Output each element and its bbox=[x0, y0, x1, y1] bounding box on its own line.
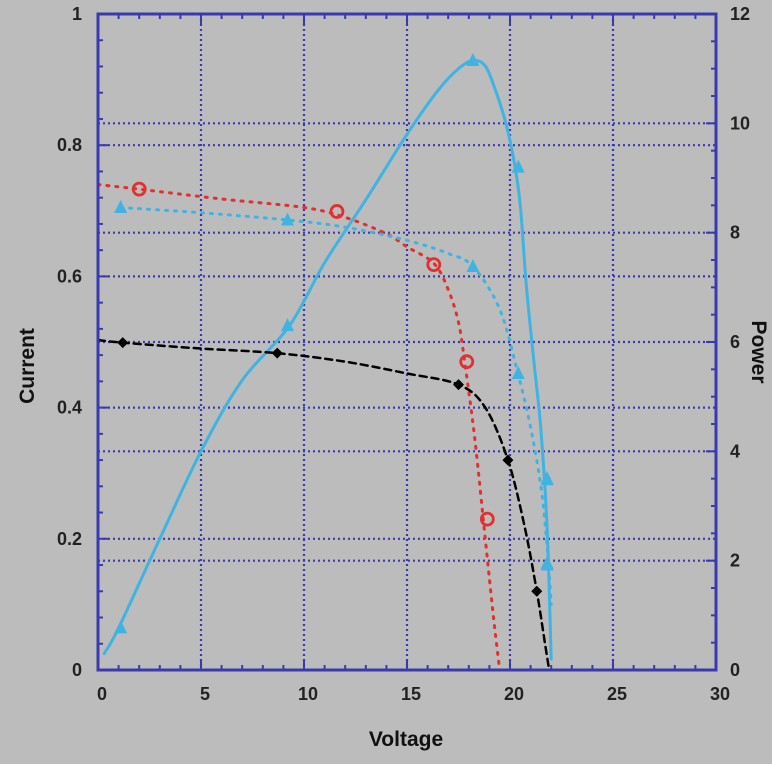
x-tick-label: 5 bbox=[200, 684, 210, 704]
data-point-current_c bbox=[117, 337, 129, 349]
x-axis-title: Voltage bbox=[369, 728, 443, 751]
y-tick-label: 0 bbox=[72, 660, 82, 680]
x-tick-label: 10 bbox=[298, 684, 318, 704]
data-point-current_b bbox=[540, 472, 554, 486]
data-point-power bbox=[466, 52, 480, 66]
series-curves bbox=[96, 58, 553, 672]
y2-tick-label: 6 bbox=[730, 332, 740, 352]
y2-tick-label: 12 bbox=[730, 4, 750, 24]
series-line-power bbox=[102, 58, 553, 661]
data-point-current_b bbox=[540, 557, 554, 571]
y-tick-label: 0.6 bbox=[57, 266, 82, 286]
data-point-current_a bbox=[426, 257, 442, 272]
data-point-current_b bbox=[511, 365, 525, 379]
x-tick-label: 30 bbox=[710, 684, 730, 704]
y-tick-labels: 0 0.2 0.4 0.6 0.8 1 bbox=[57, 4, 82, 680]
x-tick-label: 0 bbox=[97, 684, 107, 704]
data-point-current_b bbox=[281, 212, 295, 226]
y-tick-label: 0.2 bbox=[57, 529, 82, 549]
y2-axis-title: Power bbox=[747, 320, 770, 383]
x-tick-label: 20 bbox=[504, 684, 524, 704]
data-point-current_c bbox=[453, 379, 464, 391]
x-tick-labels: 0 5 10 15 20 25 30 bbox=[97, 684, 730, 704]
x-tick-label: 15 bbox=[401, 684, 421, 704]
data-point-current_a bbox=[131, 181, 147, 197]
data-point-power bbox=[281, 318, 295, 332]
data-point-current_a bbox=[479, 511, 495, 527]
data-point-power bbox=[511, 159, 525, 173]
y2-tick-label: 4 bbox=[730, 441, 740, 461]
data-point-current_a bbox=[459, 354, 475, 370]
data-point-current_c bbox=[502, 454, 514, 466]
data-point-current_c bbox=[531, 585, 543, 597]
series-line-current_a bbox=[96, 183, 502, 672]
data-point-current_b bbox=[466, 259, 480, 273]
y-tick-label: 0.8 bbox=[57, 135, 82, 155]
y2-tick-labels: 0 2 4 6 8 10 12 bbox=[730, 4, 750, 680]
y-tick-label: 1 bbox=[72, 4, 82, 24]
y-tick-label: 0.4 bbox=[57, 398, 82, 418]
x-tick-label: 25 bbox=[607, 684, 627, 704]
grid-lines bbox=[98, 14, 716, 670]
y2-tick-label: 8 bbox=[730, 223, 740, 243]
y-axis-title: Current bbox=[16, 328, 39, 404]
data-point-power bbox=[114, 620, 128, 634]
y2-tick-label: 0 bbox=[730, 660, 740, 680]
data-point-current_a bbox=[329, 204, 345, 219]
axis-ticks bbox=[97, 13, 717, 671]
y2-tick-label: 2 bbox=[730, 551, 740, 571]
y2-tick-label: 10 bbox=[730, 113, 750, 133]
data-point-current_c bbox=[271, 347, 283, 359]
series-markers bbox=[114, 52, 554, 634]
series-line-current_c bbox=[96, 338, 551, 672]
data-point-current_b bbox=[114, 200, 128, 214]
